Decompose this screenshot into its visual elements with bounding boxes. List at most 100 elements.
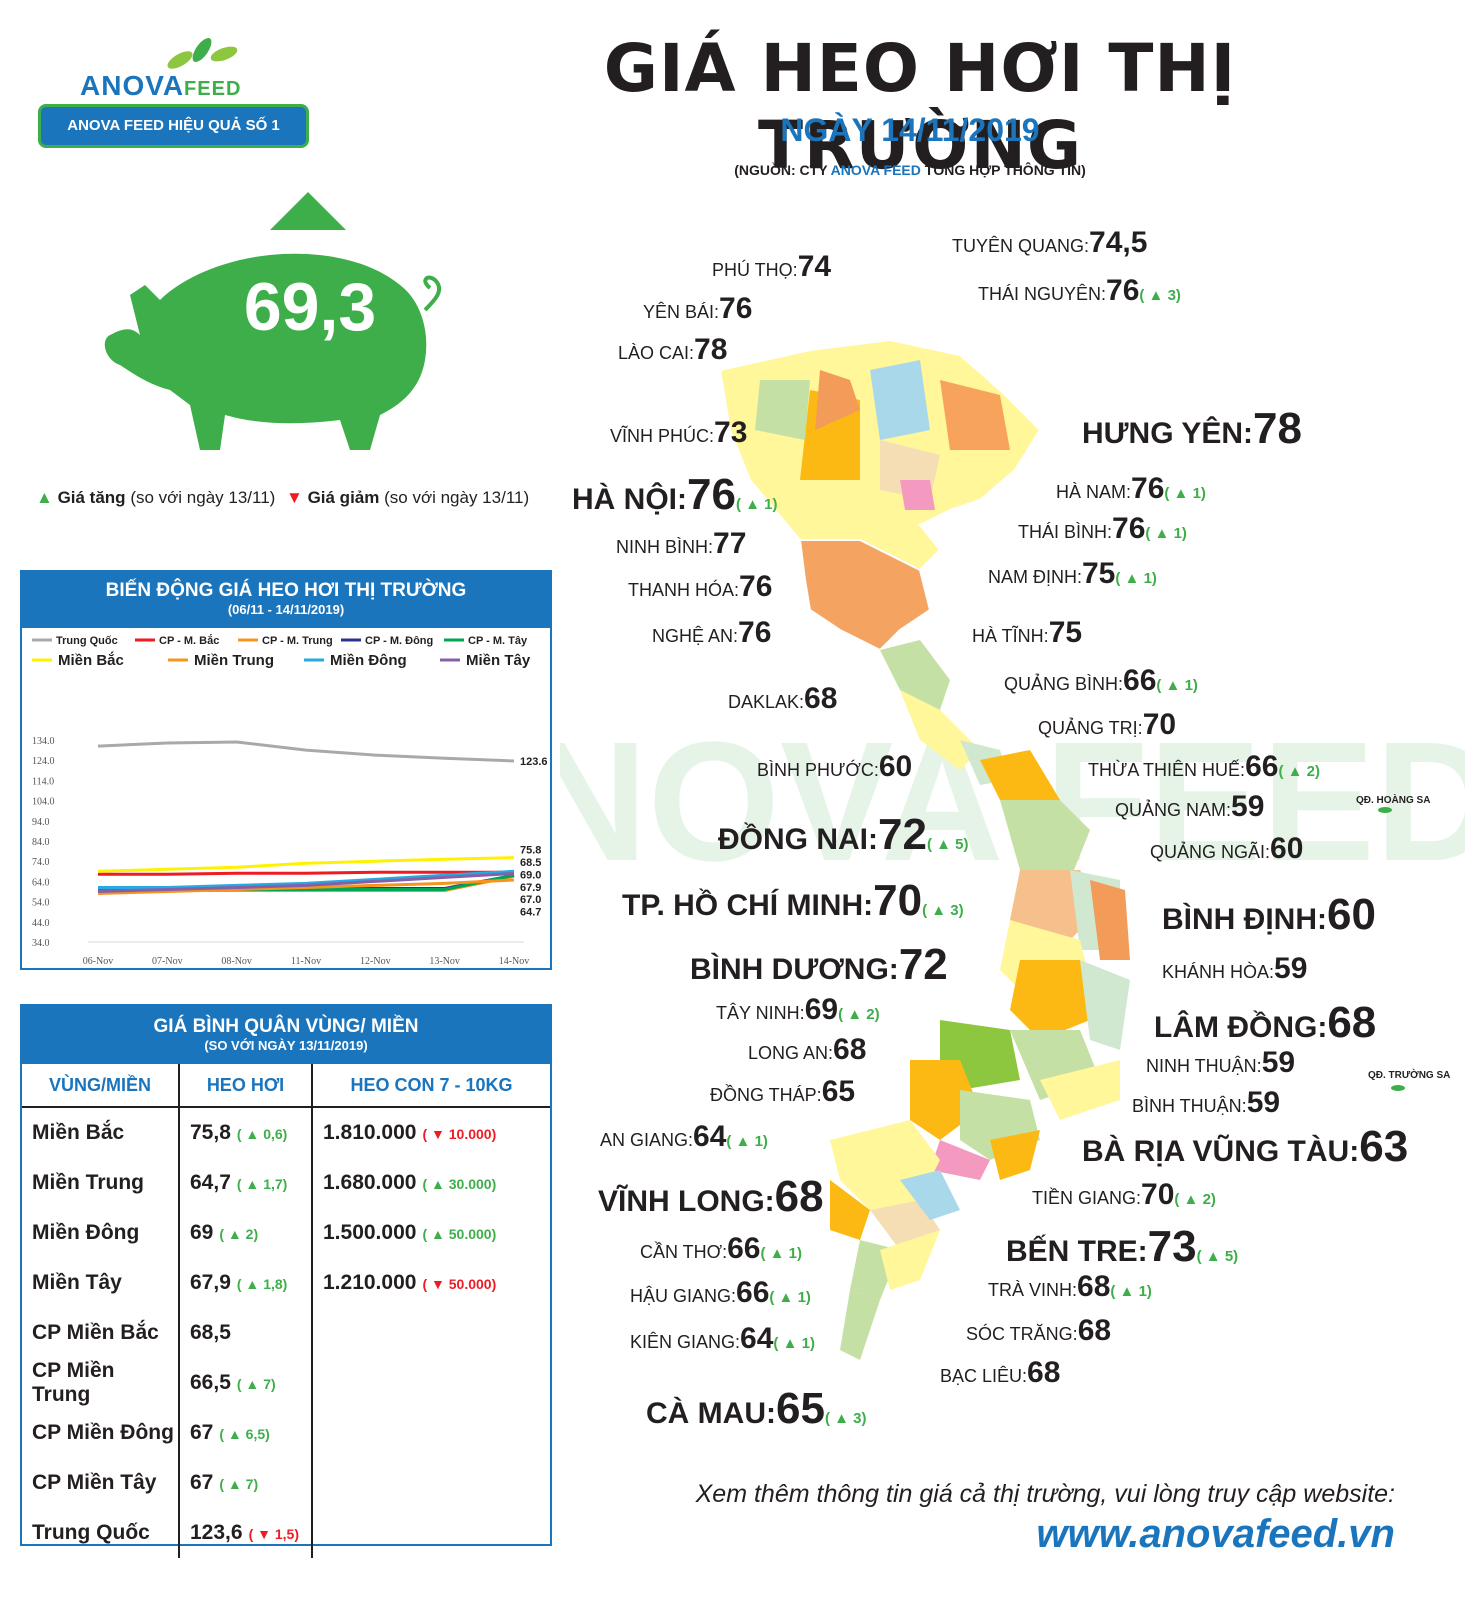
legend-label: Miền Đông bbox=[330, 652, 407, 669]
legend-label: Miền Bắc bbox=[58, 651, 124, 669]
paren: ) bbox=[1146, 1283, 1152, 1300]
paren: ) bbox=[270, 1376, 276, 1392]
province-price-change: ( ▲ 3) bbox=[1139, 287, 1181, 304]
province-price-label: LÂM ĐỒNG:68 bbox=[1154, 998, 1376, 1048]
change-value: 1,5 bbox=[274, 1526, 295, 1542]
province-price-change: ( ▲ 1) bbox=[760, 1245, 802, 1262]
paren: ) bbox=[805, 1289, 811, 1306]
province-price-label: BÀ RỊA VŨNG TÀU:63 bbox=[1082, 1122, 1408, 1172]
paren: ) bbox=[762, 1133, 768, 1150]
piglet-price-cell bbox=[311, 1308, 550, 1358]
region-cell: CP Miền Đông bbox=[22, 1408, 179, 1458]
province-price-label: TRÀ VINH:68( ▲ 1) bbox=[988, 1270, 1152, 1304]
region-cell: Miền Tây bbox=[22, 1258, 179, 1308]
province-price: 68 bbox=[804, 682, 838, 715]
island-label-truong-sa: QĐ. TRƯỜNG SA bbox=[1368, 1070, 1451, 1081]
live-price: 68,5 bbox=[190, 1321, 231, 1344]
triangle-up-icon: ( ▲ bbox=[422, 1176, 449, 1192]
province-price-label: NAM ĐỊNH:75( ▲ 1) bbox=[988, 557, 1157, 591]
y-tick-label: 64.0 bbox=[32, 877, 50, 888]
region-cell: Miền Đông bbox=[22, 1208, 179, 1258]
province-price-change: ( ▲ 5) bbox=[927, 836, 969, 853]
region-name: Miền Bắc bbox=[32, 1121, 125, 1144]
province-price: 77 bbox=[713, 527, 747, 560]
change-value: 0,6 bbox=[263, 1126, 283, 1142]
change-value: 7 bbox=[263, 1376, 271, 1392]
province-name: ĐỒNG THÁP: bbox=[710, 1085, 822, 1105]
change-value: 50.000 bbox=[448, 1226, 492, 1242]
website-link[interactable]: www.anovafeed.vn bbox=[1036, 1512, 1395, 1556]
triangle-up-icon: ( ▲ bbox=[735, 496, 765, 513]
change-value: 7 bbox=[245, 1476, 254, 1492]
province-price-label: NINH BÌNH:77 bbox=[616, 527, 746, 561]
province-price: 78 bbox=[694, 333, 728, 366]
series-line bbox=[98, 870, 514, 876]
change-value: 1 bbox=[754, 1133, 763, 1150]
live-price-change: ( ▲ 1,7) bbox=[237, 1176, 287, 1192]
province-price-label: CÀ MAU:65( ▲ 3) bbox=[646, 1384, 866, 1434]
paren: ) bbox=[1175, 287, 1181, 304]
province-price: 73 bbox=[1147, 1222, 1197, 1271]
live-price: 69 bbox=[190, 1221, 214, 1244]
province-name: BÌNH THUẬN: bbox=[1132, 1096, 1247, 1116]
footer-note: Xem thêm thông tin giá cả thị trường, vu… bbox=[695, 1480, 1395, 1508]
table-row: Miền Bắc 75,8 ( ▲ 0,6) 1.810.000 ( ▼ 10.000) bbox=[22, 1107, 550, 1158]
source-note: (NGUỒN: CTY ANOVA FEED TỔNG HỢP THÔNG TI… bbox=[680, 162, 1140, 178]
paren: ) bbox=[1314, 763, 1320, 780]
change-value: 30.000 bbox=[448, 1176, 492, 1192]
province-price-label: TIỀN GIANG:70( ▲ 2) bbox=[1032, 1178, 1216, 1212]
province-name: BÌNH ĐỊNH: bbox=[1162, 903, 1327, 936]
y-tick-label: 34.0 bbox=[32, 938, 50, 949]
paren: ) bbox=[253, 1226, 259, 1242]
col-region: VÙNG/MIỀN bbox=[22, 1064, 179, 1108]
province-price-change: ( ▲ 2) bbox=[838, 1006, 880, 1023]
legend-label: Trung Quốc bbox=[56, 635, 118, 647]
live-price-change: ( ▲ 7) bbox=[237, 1376, 276, 1392]
y-tick-label: 134.0 bbox=[32, 736, 55, 747]
paren: ) bbox=[809, 1335, 815, 1352]
price-trend-chart-panel: BIẾN ĐỘNG GIÁ HEO HƠI THỊ TRƯỜNG (06/11 … bbox=[20, 570, 552, 970]
province-name: HƯNG YÊN: bbox=[1082, 417, 1254, 450]
live-price-cell: 67 ( ▲ 6,5) bbox=[178, 1408, 312, 1458]
table-header-row: VÙNG/MIỀN HEO HƠI HEO CON 7 - 10KG bbox=[22, 1064, 550, 1108]
live-price: 64,7 bbox=[190, 1171, 231, 1194]
price-up-arrow-icon bbox=[270, 192, 346, 230]
source-prefix: (NGUỒN: CTY bbox=[734, 162, 828, 178]
y-tick-label: 44.0 bbox=[32, 918, 50, 929]
province-price-label: BÌNH PHƯỚC:60 bbox=[757, 750, 912, 784]
col-live-pig: HEO HƠI bbox=[178, 1064, 312, 1108]
paren: ) bbox=[1210, 1191, 1216, 1208]
table-row: CP Miền Tây 67 ( ▲ 7) bbox=[22, 1458, 550, 1508]
paren: ) bbox=[282, 1276, 288, 1292]
pig-icon bbox=[104, 253, 442, 450]
province-name: TP. HỒ CHÍ MINH: bbox=[622, 889, 874, 922]
table-subtitle: (SO VỚI NGÀY 13/11/2019) bbox=[204, 1038, 368, 1053]
piglet-price-change: ( ▼ 10.000) bbox=[422, 1126, 496, 1142]
live-price-cell: 123,6 ( ▼ 1,5) bbox=[178, 1508, 312, 1558]
change-value: 3 bbox=[1167, 287, 1176, 304]
region-name: CP Miền Trung bbox=[32, 1359, 115, 1406]
province-price: 59 bbox=[1274, 952, 1308, 985]
change-value: 1 bbox=[788, 1245, 798, 1262]
province-price: 68 bbox=[1327, 998, 1377, 1047]
triangle-down-icon: ( ▼ bbox=[248, 1526, 275, 1542]
paren: ) bbox=[1192, 677, 1198, 694]
legend-label: CP - M. Đông bbox=[365, 635, 433, 647]
province-price-label: TUYÊN QUANG:74,5 bbox=[952, 226, 1147, 260]
province-name: BÀ RỊA VŨNG TÀU: bbox=[1082, 1135, 1360, 1168]
live-price: 67,9 bbox=[190, 1271, 231, 1294]
province-name: BẾN TRE: bbox=[1006, 1235, 1148, 1268]
province-name: AN GIANG: bbox=[600, 1130, 694, 1150]
triangle-down-icon: ▼ bbox=[286, 488, 303, 507]
province-name: ĐỒNG NAI: bbox=[718, 823, 878, 856]
province-price-label: NGHỆ AN:76 bbox=[652, 616, 771, 650]
paren: ) bbox=[282, 1176, 288, 1192]
region-cell: CP Miền Bắc bbox=[22, 1308, 179, 1358]
province-price-label: BẾN TRE:73( ▲ 5) bbox=[1006, 1222, 1238, 1272]
province-price: 68 bbox=[1077, 1270, 1111, 1303]
paren: ) bbox=[491, 1176, 497, 1192]
province-price-change: ( ▲ 1) bbox=[1164, 485, 1206, 502]
triangle-up-icon: ( ▲ bbox=[1110, 1283, 1139, 1300]
data-label: 123.6 bbox=[520, 756, 548, 768]
province-price: 74,5 bbox=[1089, 226, 1148, 259]
